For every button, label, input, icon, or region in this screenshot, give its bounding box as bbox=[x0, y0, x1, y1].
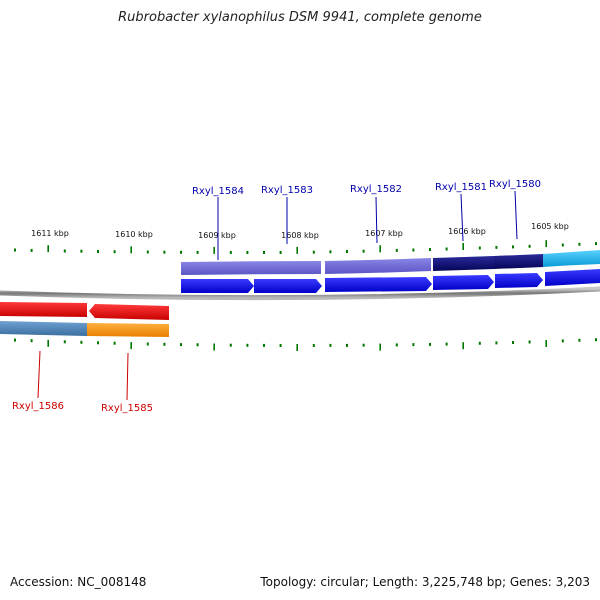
cds-next-forward bbox=[545, 269, 600, 286]
gene-bar-cyan bbox=[543, 250, 600, 267]
gene-bar-rxyl-1580 bbox=[494, 254, 543, 269]
ruler-label-1605: 1605 kbp bbox=[531, 222, 569, 231]
ruler-label-1608: 1608 kbp bbox=[281, 231, 319, 240]
cds-rxyl-1585 bbox=[89, 304, 169, 320]
ruler-label-1610: 1610 kbp bbox=[115, 230, 153, 239]
cds-rxyl-1582 bbox=[325, 277, 432, 292]
reverse-features bbox=[0, 302, 169, 337]
ruler-ticks-top bbox=[14, 240, 597, 254]
ruler-label-1606: 1606 kbp bbox=[448, 227, 486, 236]
gene-label-rxyl-1583: Rxyl_1583 bbox=[261, 185, 313, 196]
ruler-label-1609: 1609 kbp bbox=[198, 231, 236, 240]
genome-backbone bbox=[0, 286, 600, 301]
callout-rxyl-1585 bbox=[126, 352, 129, 401]
gene-label-rxyl-1585: Rxyl_1585 bbox=[101, 403, 153, 414]
gene-label-rxyl-1580: Rxyl_1580 bbox=[489, 179, 541, 190]
ruler-ticks-bottom bbox=[14, 338, 597, 351]
callout-rxyl-1580 bbox=[514, 190, 518, 240]
callout-rxyl-1581 bbox=[460, 193, 464, 242]
cds-rxyl-1581 bbox=[433, 275, 494, 290]
gene-label-rxyl-1582: Rxyl_1582 bbox=[350, 184, 402, 195]
callout-lines bbox=[37, 190, 518, 401]
callout-rxyl-1582 bbox=[375, 196, 378, 244]
accession-text: Accession: NC_008148 bbox=[10, 575, 147, 589]
gene-label-rxyl-1581: Rxyl_1581 bbox=[435, 182, 487, 193]
gene-bar-rxyl-1586 bbox=[0, 321, 87, 336]
page-title: Rubrobacter xylanophilus DSM 9941, compl… bbox=[118, 10, 482, 25]
cds-rxyl-1580 bbox=[495, 273, 543, 288]
forward-gene-bars bbox=[181, 250, 600, 275]
gene-bar-rxyl-1584-1583 bbox=[181, 261, 321, 275]
gene-label-rxyl-1584: Rxyl_1584 bbox=[192, 186, 244, 197]
gene-labels: Rxyl_1584 Rxyl_1583 Rxyl_1582 Rxyl_1581 … bbox=[12, 179, 541, 414]
ruler-label-1607: 1607 kbp bbox=[365, 229, 403, 238]
cds-rxyl-1584 bbox=[181, 279, 254, 293]
gene-bar-rxyl-1582 bbox=[325, 258, 431, 274]
gene-bar-rxyl-1581 bbox=[433, 256, 494, 271]
gene-bar-rxyl-1585 bbox=[87, 323, 169, 337]
gene-label-rxyl-1586: Rxyl_1586 bbox=[12, 401, 64, 412]
ruler-labels: 1611 kbp 1610 kbp 1609 kbp 1608 kbp 1607… bbox=[31, 222, 569, 240]
cds-rxyl-1583 bbox=[254, 279, 322, 293]
ruler-label-1611: 1611 kbp bbox=[31, 229, 69, 238]
callout-rxyl-1586 bbox=[37, 350, 41, 399]
cds-rxyl-1586 bbox=[0, 302, 87, 317]
genome-summary-text: Topology: circular; Length: 3,225,748 bp… bbox=[260, 575, 590, 589]
forward-cds-arrows bbox=[181, 269, 600, 293]
